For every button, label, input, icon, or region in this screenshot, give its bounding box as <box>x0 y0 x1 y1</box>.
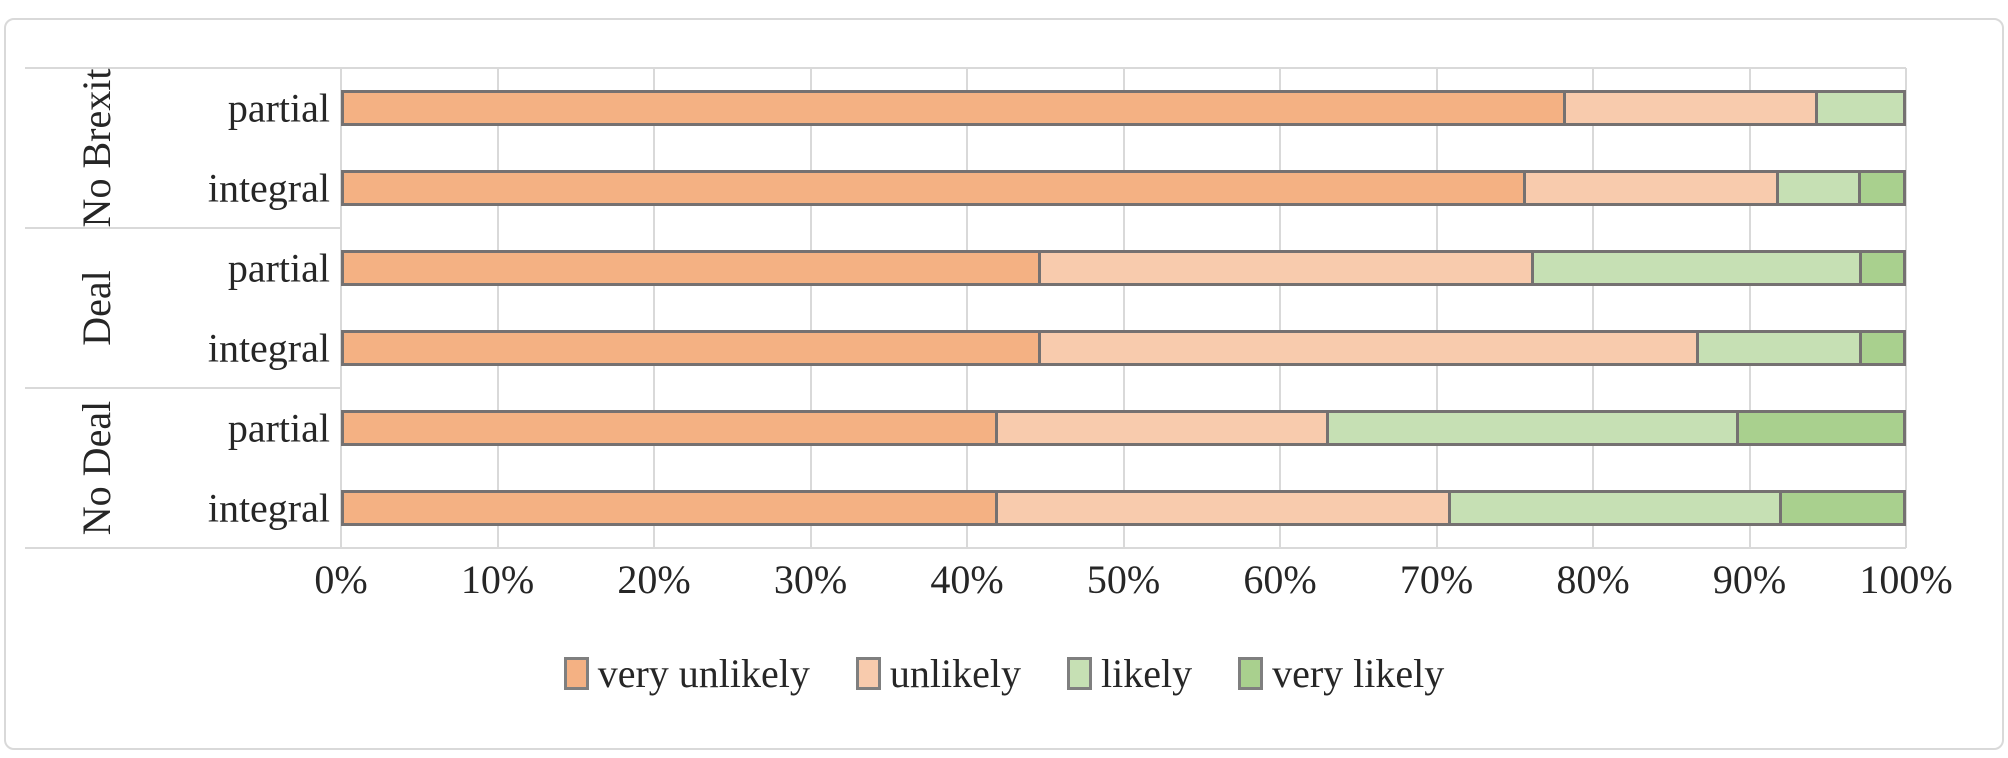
plot-bottom-line <box>25 547 1906 549</box>
row-label: partial <box>227 245 330 291</box>
x-tick-label: 30% <box>773 557 848 602</box>
bar-segment-likely <box>1699 330 1863 366</box>
bar-segment-likely <box>1779 170 1861 206</box>
bar-segment-unlikely <box>998 490 1451 526</box>
row-label: partial <box>227 85 330 131</box>
bar-segment-very-unlikely <box>341 410 999 446</box>
legend-label: unlikely <box>889 651 1021 696</box>
group-separator-line <box>25 227 341 229</box>
legend: very unlikely unlikely likely very likely <box>0 650 2008 697</box>
gridline <box>1748 68 1751 548</box>
gridline <box>1435 68 1438 548</box>
row-label: partial <box>227 405 330 451</box>
group-label: No Deal <box>74 400 120 536</box>
plot-area <box>340 68 1907 548</box>
chart-frame <box>4 18 2004 750</box>
plot-top-line <box>25 67 1906 69</box>
bar-row <box>341 250 1906 286</box>
legend-swatch <box>855 657 881 690</box>
x-tick-label: 40% <box>930 557 1004 602</box>
legend-label: likely <box>1101 651 1193 696</box>
bar-segment-very-likely <box>1862 250 1906 286</box>
gridline <box>1279 68 1281 548</box>
bar-segment-very-likely <box>1782 490 1906 526</box>
row-label: integral <box>207 325 330 371</box>
x-tick-label: 60% <box>1243 557 1317 602</box>
bar-segment-unlikely <box>1040 250 1534 286</box>
bar-row <box>341 170 1906 206</box>
legend-swatch <box>1238 657 1264 690</box>
legend-item: unlikely <box>855 650 1021 697</box>
bar-row <box>341 90 1906 126</box>
gridline <box>340 68 342 548</box>
x-tick-label: 100% <box>1859 557 1953 602</box>
legend-item: likely <box>1067 650 1192 697</box>
bar-segment-very-likely <box>1862 330 1906 366</box>
x-tick-label: 80% <box>1556 557 1630 602</box>
legend-item: very likely <box>1238 650 1444 697</box>
gridline <box>1905 68 1907 548</box>
gridline <box>809 68 812 548</box>
legend-label: very likely <box>1272 651 1445 696</box>
bar-row <box>341 330 1906 366</box>
group-separator-line <box>25 387 341 389</box>
x-tick-label: 10% <box>460 557 535 602</box>
gridline <box>1592 68 1594 548</box>
bar-segment-likely <box>1818 90 1906 126</box>
bar-segment-very-unlikely <box>341 90 1567 126</box>
bar-segment-very-unlikely <box>341 330 1041 366</box>
bar-segment-likely <box>1328 410 1739 446</box>
legend-swatch <box>1067 657 1092 690</box>
bar-segment-very-likely <box>1860 170 1906 206</box>
x-tick-label: 20% <box>617 557 691 602</box>
gridline <box>496 68 499 548</box>
row-label: integral <box>207 165 330 211</box>
bar-segment-unlikely <box>1525 170 1780 206</box>
bar-segment-very-unlikely <box>341 490 999 526</box>
bar-segment-very-unlikely <box>341 250 1041 286</box>
bar-segment-likely <box>1450 490 1783 526</box>
bar-segment-unlikely <box>1566 90 1819 126</box>
legend-item: very unlikely <box>563 650 810 697</box>
bar-segment-unlikely <box>1040 330 1700 366</box>
bar-segment-likely <box>1533 250 1863 286</box>
x-axis-ticks: 0% 10% 20% 30% 40% 50% 60% 70% 80% 90% 100% <box>314 556 1952 608</box>
group-label: No Brexit <box>74 68 120 228</box>
bar-segment-very-likely <box>1738 410 1906 446</box>
x-tick-label: 0% <box>314 557 368 602</box>
legend-swatch <box>563 657 589 690</box>
x-tick-label: 90% <box>1712 557 1787 602</box>
bar-segment-very-unlikely <box>341 170 1526 206</box>
gridline <box>966 68 968 548</box>
x-tick-label: 50% <box>1086 557 1161 602</box>
gridline <box>653 68 655 548</box>
legend-label: very unlikely <box>597 651 810 696</box>
bar-row <box>341 490 1906 526</box>
group-label: Deal <box>74 270 120 346</box>
bar-row <box>341 410 1906 446</box>
gridline <box>1122 68 1125 548</box>
x-tick-label: 70% <box>1399 557 1474 602</box>
row-label: integral <box>207 485 330 531</box>
bar-segment-unlikely <box>998 410 1329 446</box>
